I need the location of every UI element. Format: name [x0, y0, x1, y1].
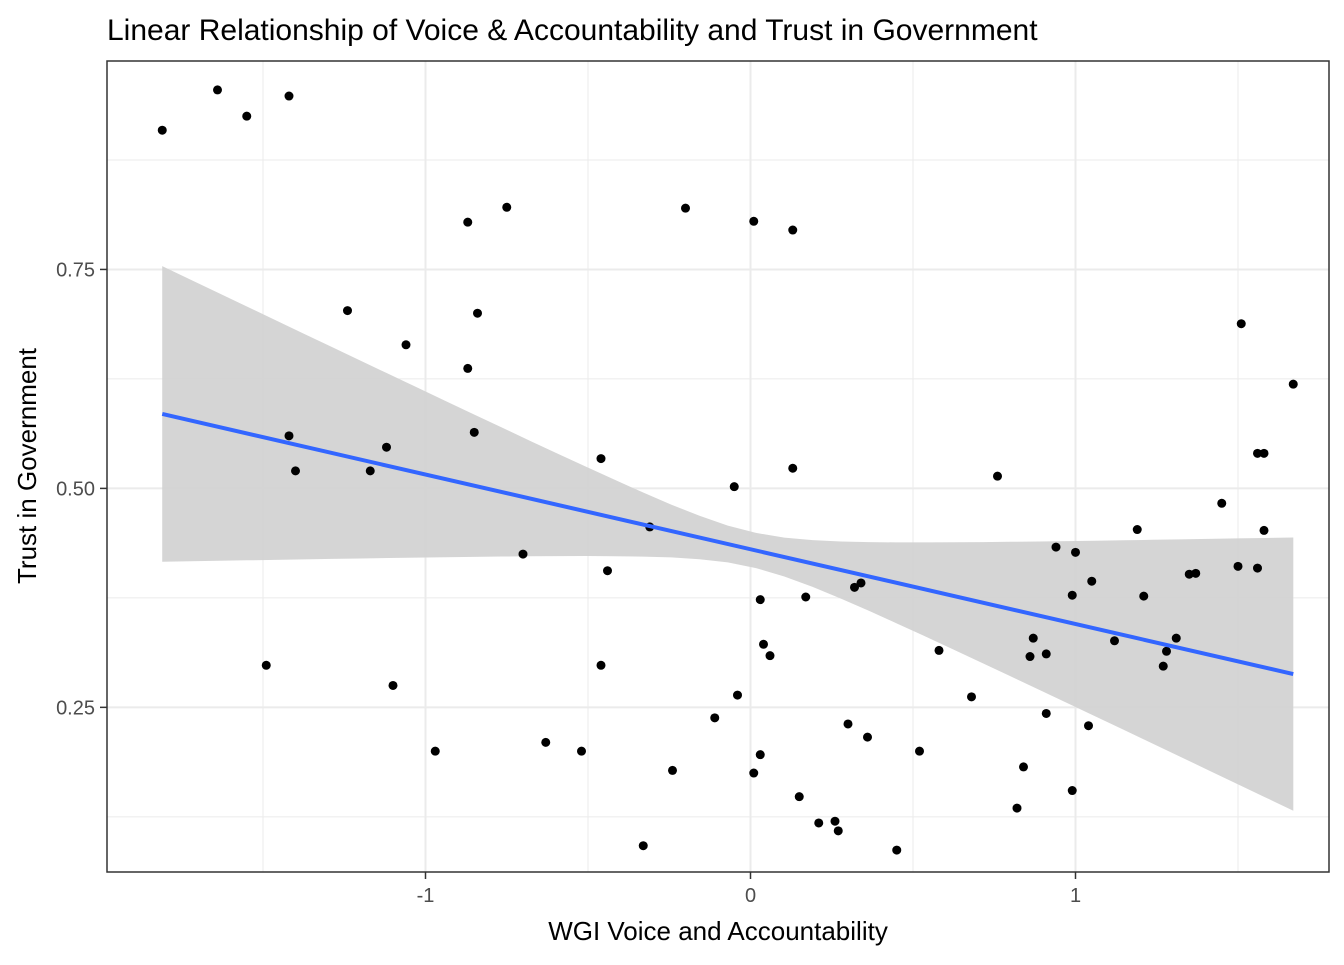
data-point-79 — [1259, 525, 1269, 535]
data-point-40 — [801, 592, 811, 602]
data-point-9 — [382, 442, 391, 452]
data-point-45 — [850, 582, 859, 592]
data-point-63 — [1084, 721, 1093, 731]
data-point-1 — [213, 85, 222, 95]
data-point-56 — [1028, 633, 1038, 643]
data-point-10 — [388, 680, 398, 690]
data-point-42 — [830, 816, 840, 826]
data-point-6 — [291, 466, 300, 476]
data-point-64 — [1087, 576, 1097, 586]
y-axis: 0.25 0.50 0.75 — [56, 259, 107, 719]
data-point-58 — [1041, 708, 1051, 718]
data-point-14 — [463, 363, 473, 373]
data-point-28 — [710, 713, 720, 723]
data-point-47 — [863, 732, 872, 742]
confidence-ribbon — [162, 266, 1294, 811]
data-point-20 — [577, 746, 586, 756]
data-point-16 — [469, 427, 479, 437]
data-point-48 — [892, 845, 902, 855]
data-point-68 — [1158, 661, 1168, 671]
data-point-21 — [596, 454, 606, 464]
y-tick-label-2: 0.75 — [56, 259, 95, 281]
data-point-7 — [343, 306, 352, 316]
data-point-24 — [638, 841, 648, 851]
data-point-39 — [794, 792, 804, 802]
data-point-23 — [603, 566, 612, 576]
data-point-54 — [1019, 762, 1028, 772]
chart-title: Linear Relationship of Voice & Accountab… — [107, 14, 1038, 47]
data-point-3 — [284, 91, 294, 101]
data-point-26 — [668, 765, 677, 775]
data-point-70 — [1171, 633, 1181, 643]
data-point-69 — [1162, 646, 1171, 656]
data-point-17 — [502, 202, 512, 212]
data-point-31 — [749, 216, 759, 226]
data-point-43 — [833, 826, 843, 836]
data-point-38 — [788, 463, 798, 473]
data-point-18 — [518, 549, 528, 559]
data-point-41 — [814, 818, 824, 828]
data-point-53 — [1012, 803, 1022, 813]
data-point-50 — [934, 645, 944, 655]
data-point-22 — [596, 660, 606, 670]
data-point-36 — [765, 651, 775, 661]
data-point-72 — [1191, 568, 1201, 578]
data-points — [157, 85, 1298, 855]
data-point-77 — [1253, 563, 1262, 573]
panel-border — [106, 60, 1330, 873]
data-point-32 — [749, 768, 759, 778]
data-point-51 — [967, 692, 976, 702]
data-point-67 — [1139, 591, 1149, 601]
data-point-66 — [1132, 525, 1142, 535]
data-point-13 — [463, 217, 473, 227]
data-point-2 — [242, 111, 252, 121]
data-point-34 — [755, 595, 765, 605]
data-point-60 — [1067, 786, 1077, 796]
data-point-49 — [915, 746, 924, 756]
data-point-29 — [729, 482, 739, 492]
data-point-75 — [1236, 319, 1246, 329]
data-point-76 — [1253, 448, 1262, 458]
data-point-30 — [733, 690, 742, 700]
data-point-15 — [473, 308, 482, 318]
data-point-12 — [430, 746, 440, 756]
x-axis-label: WGI Voice and Accountability — [548, 916, 888, 946]
y-tick-label-1: 0.50 — [56, 478, 95, 500]
data-point-78 — [1259, 448, 1269, 458]
data-point-8 — [365, 466, 375, 476]
data-point-44 — [843, 719, 853, 729]
x-tick-label-0: -1 — [417, 885, 435, 907]
data-point-35 — [759, 639, 768, 649]
data-point-33 — [755, 750, 765, 760]
regression-line — [161, 412, 1294, 677]
data-point-19 — [541, 737, 551, 747]
data-point-11 — [401, 340, 411, 350]
data-point-61 — [1067, 590, 1077, 600]
x-axis: -1 0 1 — [417, 872, 1081, 907]
data-point-73 — [1217, 498, 1227, 508]
data-point-55 — [1025, 652, 1035, 662]
data-point-4 — [261, 660, 271, 670]
data-point-57 — [1041, 649, 1051, 659]
data-point-80 — [1288, 379, 1298, 389]
data-point-46 — [856, 578, 866, 588]
data-point-0 — [157, 125, 167, 135]
x-tick-label-2: 1 — [1070, 885, 1081, 907]
data-point-65 — [1110, 636, 1119, 646]
x-tick-label-1: 0 — [745, 885, 756, 907]
y-axis-label: Trust in Government — [12, 347, 42, 584]
plot-panel — [106, 60, 1330, 873]
data-point-5 — [284, 431, 294, 441]
data-point-27 — [681, 203, 690, 213]
data-point-59 — [1051, 542, 1061, 552]
data-point-74 — [1233, 561, 1243, 571]
data-point-62 — [1071, 547, 1080, 557]
data-point-37 — [788, 225, 798, 235]
y-tick-label-0: 0.25 — [56, 697, 95, 719]
data-point-52 — [993, 471, 1002, 481]
